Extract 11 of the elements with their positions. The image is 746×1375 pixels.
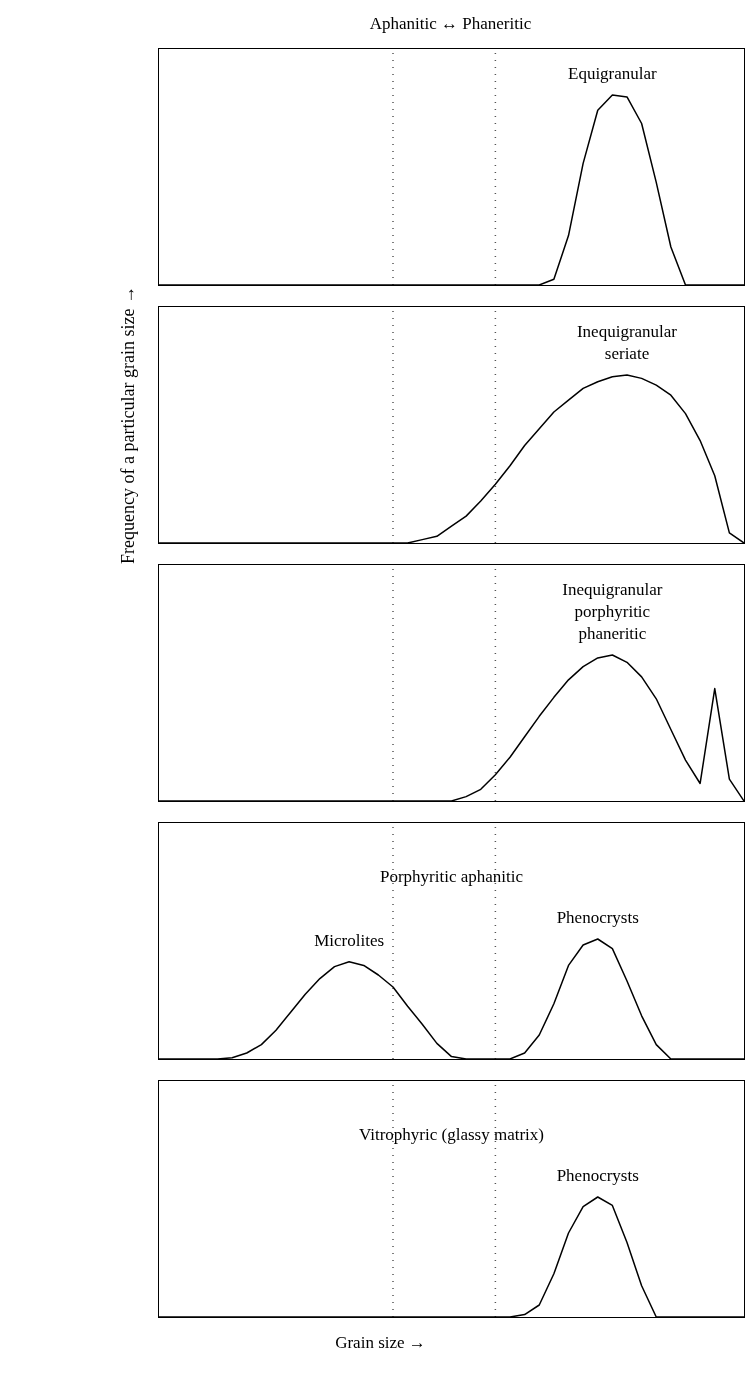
x-axis-title: Grain size → [334,1333,427,1353]
text: Equigranular [568,63,657,85]
chart-title: Vitrophyric (glassy matrix) [358,1125,545,1145]
text: Inequigranular seriate [576,321,678,365]
chart-title: Porphyritic aphanitic [378,867,525,887]
chart-title: Aphanitic ↔ Phaneritic [368,14,533,34]
text: Phenocrysts [556,1165,639,1187]
y-axis-title: Frequency of a particular grain size → [117,286,139,564]
annotation: Microlites [314,929,385,952]
text: Phenocrysts [556,907,639,929]
text: Inequigranular porphyritic phaneritic [562,579,663,645]
